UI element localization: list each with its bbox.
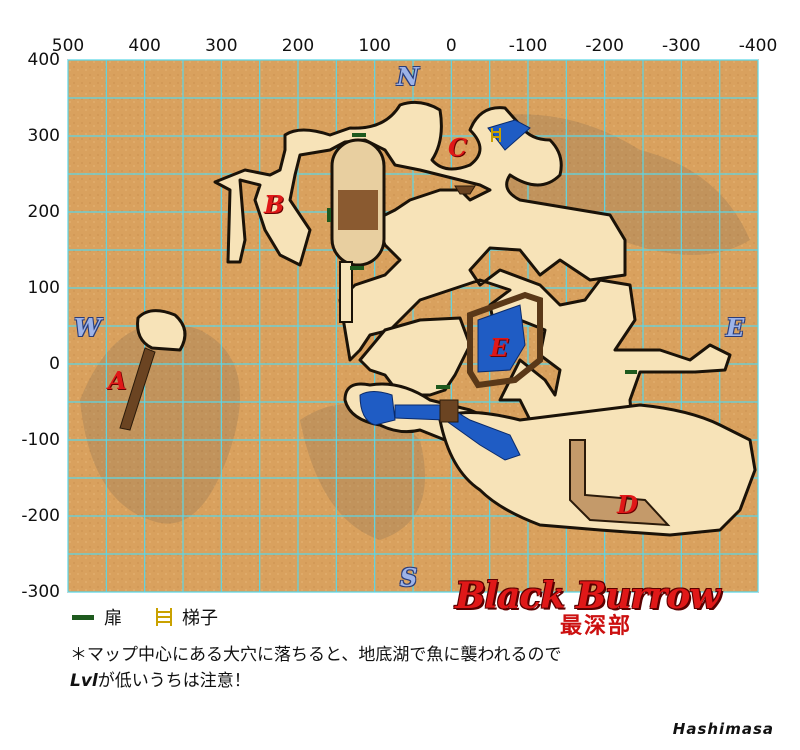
legend-door-label: 扉 (104, 608, 122, 629)
x-tick-label: -300 (662, 36, 701, 56)
tunnel-d (438, 403, 757, 537)
water-e (477, 304, 526, 373)
map-title: Black Burrow (455, 575, 720, 617)
ladder-icon (156, 608, 172, 626)
y-tick-label: 100 (27, 278, 60, 298)
legend: 扉 梯子 (72, 604, 218, 630)
zone-label-e: E (490, 333, 509, 362)
x-tick-label: 0 (445, 36, 457, 56)
y-tick-label: 400 (27, 50, 60, 70)
tunnel-a (136, 309, 187, 352)
y-tick-label: 0 (49, 354, 60, 374)
doors (327, 133, 637, 389)
bridge-ramp (338, 190, 378, 230)
x-tick-label: 100 (358, 36, 391, 56)
map-subtitle: 最深部 (560, 614, 633, 639)
compass-south: S (400, 563, 418, 592)
note-line-1: ＊マップ中心にある大穴に落ちると、地底湖で魚に襲われるので (70, 645, 562, 665)
y-tick-label: -300 (21, 582, 60, 602)
x-tick-label: -100 (508, 36, 548, 56)
water-lake-left (359, 391, 396, 426)
bridge-stem (339, 261, 353, 323)
compass-west: W (74, 313, 101, 342)
tunnel-center (358, 316, 472, 397)
x-tick-label: -400 (738, 36, 778, 56)
ramp-c-top (454, 185, 476, 195)
ladder-icon (491, 128, 501, 142)
zone-label-d: D (617, 490, 638, 519)
note-line-2: Lvlが低いうちは注意！ (70, 666, 251, 691)
door-icon (72, 614, 94, 620)
door-icon (352, 133, 366, 137)
compass-north: N (397, 62, 419, 91)
x-tick-label: 400 (128, 36, 161, 56)
note-lvl: Lvl (70, 671, 98, 691)
door-icon (625, 370, 637, 374)
x-tick-label: 200 (281, 36, 315, 56)
author-signature: Hashimasa (672, 720, 774, 738)
ramp-a (119, 347, 156, 431)
x-tick-label: 500 (51, 36, 85, 56)
x-tick-label: -200 (585, 36, 624, 56)
note-line-2-rest: が低いうちは注意！ (97, 671, 251, 691)
water-c (487, 119, 531, 151)
ramps (119, 185, 671, 527)
tunnels (136, 100, 757, 537)
ramp-e-rim (467, 291, 543, 389)
door-icon (350, 266, 364, 270)
water (359, 119, 531, 461)
door-icon (436, 385, 450, 389)
ramp-center (439, 399, 459, 423)
door-icon (327, 208, 331, 222)
compass-east: E (726, 313, 745, 342)
legend-ladder-label: 梯子 (182, 608, 218, 629)
tunnel-top-loop (213, 100, 732, 462)
zone-label-c: C (448, 133, 468, 162)
ramp-d (569, 439, 671, 527)
zone-label-b: B (264, 190, 285, 219)
y-tick-label: -200 (21, 506, 60, 526)
y-tick-label: 200 (27, 202, 60, 222)
zone-label-a: A (108, 366, 127, 395)
y-tick-label: 300 (27, 126, 60, 146)
y-tick-label: -100 (21, 430, 60, 450)
x-tick-label: 300 (205, 36, 238, 56)
